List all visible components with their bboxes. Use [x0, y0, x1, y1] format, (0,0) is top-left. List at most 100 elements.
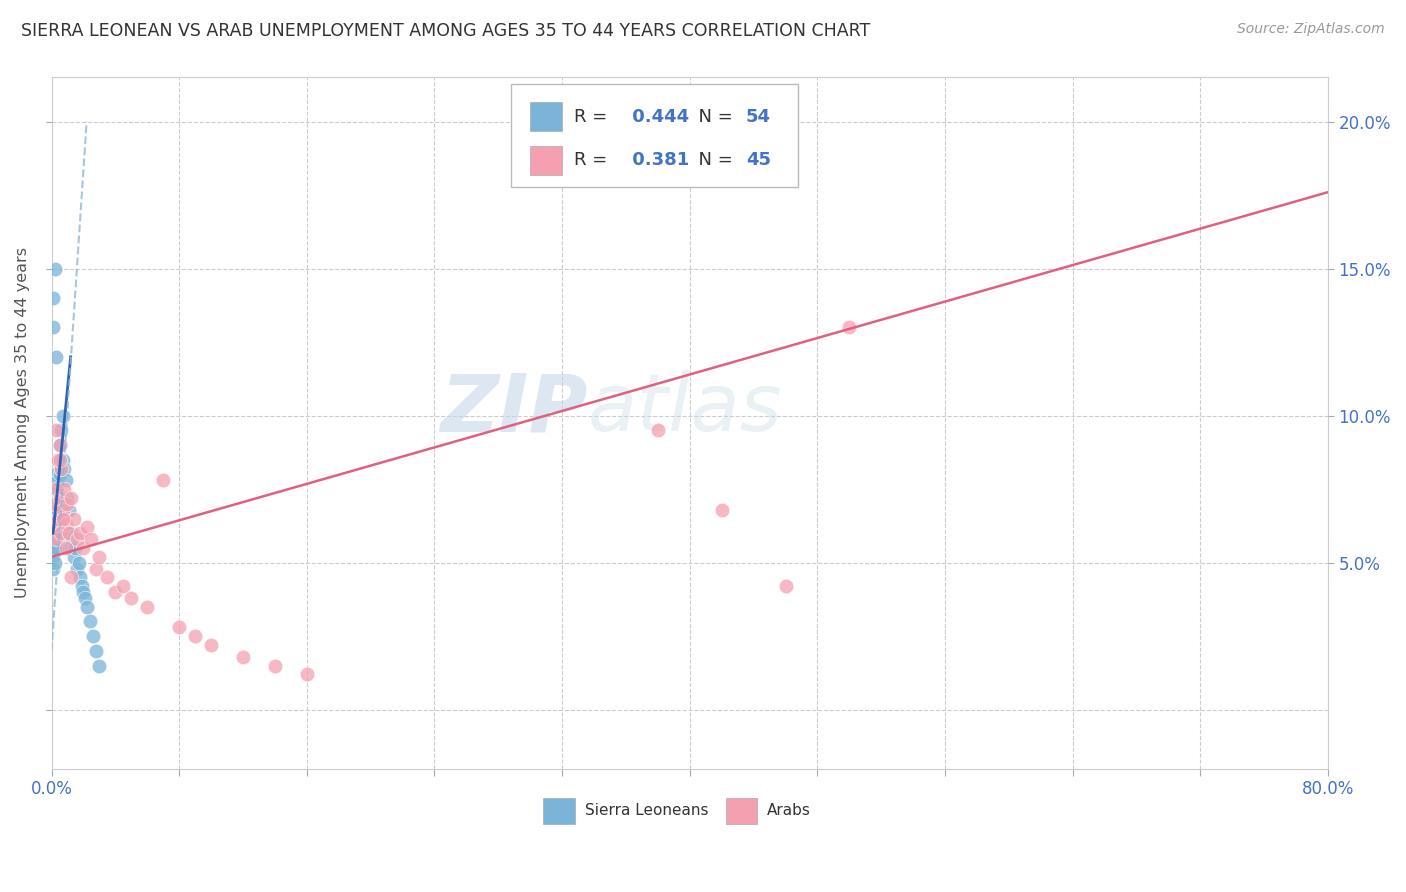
- Text: R =: R =: [574, 152, 613, 169]
- Point: [42, 320, 65, 334]
- Point: [44, 511, 66, 525]
- Point: [55, 517, 77, 532]
- Point: [46, 473, 69, 487]
- Point: [84, 561, 107, 575]
- Point: [45, 423, 67, 437]
- FancyBboxPatch shape: [530, 103, 562, 131]
- Point: [52, 511, 75, 525]
- Point: [53, 497, 76, 511]
- Y-axis label: Unemployment Among Ages 35 to 44 years: Unemployment Among Ages 35 to 44 years: [15, 247, 30, 599]
- Point: [59, 526, 82, 541]
- Point: [96, 570, 118, 584]
- Point: [56, 526, 79, 541]
- Point: [48, 491, 70, 505]
- Point: [838, 320, 860, 334]
- Point: [58, 541, 80, 555]
- Text: 0.381: 0.381: [626, 152, 689, 169]
- Point: [69, 526, 91, 541]
- Point: [152, 473, 174, 487]
- Point: [104, 585, 127, 599]
- Point: [59, 570, 82, 584]
- Point: [44, 541, 66, 555]
- Text: N =: N =: [688, 152, 738, 169]
- Point: [49, 526, 72, 541]
- Text: R =: R =: [574, 108, 613, 126]
- Point: [59, 491, 82, 505]
- Point: [647, 423, 669, 437]
- Point: [63, 549, 86, 564]
- Point: [55, 473, 77, 487]
- Point: [69, 570, 91, 584]
- Text: SIERRA LEONEAN VS ARAB UNEMPLOYMENT AMONG AGES 35 TO 44 YEARS CORRELATION CHART: SIERRA LEONEAN VS ARAB UNEMPLOYMENT AMON…: [21, 22, 870, 40]
- Point: [48, 452, 70, 467]
- Text: ZIP: ZIP: [440, 370, 588, 448]
- Point: [45, 482, 67, 496]
- FancyBboxPatch shape: [543, 797, 575, 824]
- Point: [45, 467, 67, 482]
- Point: [295, 667, 318, 681]
- Point: [42, 291, 65, 305]
- Text: atlas: atlas: [588, 370, 782, 448]
- Point: [66, 532, 89, 546]
- Point: [58, 526, 80, 541]
- Point: [46, 452, 69, 467]
- Point: [264, 658, 287, 673]
- Point: [89, 658, 111, 673]
- Text: N =: N =: [688, 108, 738, 126]
- Point: [52, 502, 75, 516]
- FancyBboxPatch shape: [530, 146, 562, 175]
- Point: [45, 502, 67, 516]
- Point: [67, 556, 90, 570]
- Point: [48, 438, 70, 452]
- Point: [79, 615, 101, 629]
- Point: [49, 423, 72, 437]
- Point: [72, 585, 94, 599]
- Point: [65, 541, 87, 555]
- FancyBboxPatch shape: [725, 797, 758, 824]
- Text: Sierra Leoneans: Sierra Leoneans: [585, 803, 709, 818]
- Point: [46, 511, 69, 525]
- Text: Arabs: Arabs: [766, 803, 810, 818]
- Point: [167, 620, 190, 634]
- Point: [48, 438, 70, 452]
- Point: [72, 541, 94, 555]
- Point: [55, 517, 77, 532]
- Point: [76, 599, 98, 614]
- Point: [42, 541, 65, 555]
- Point: [49, 461, 72, 475]
- Point: [84, 644, 107, 658]
- Point: [232, 649, 254, 664]
- Point: [56, 491, 79, 505]
- Text: Source: ZipAtlas.com: Source: ZipAtlas.com: [1237, 22, 1385, 37]
- Point: [46, 532, 69, 546]
- Point: [52, 511, 75, 525]
- Point: [52, 409, 75, 423]
- Point: [200, 638, 222, 652]
- FancyBboxPatch shape: [512, 85, 799, 186]
- Text: 45: 45: [747, 152, 770, 169]
- Point: [42, 549, 65, 564]
- Point: [136, 599, 159, 614]
- Point: [52, 452, 75, 467]
- Point: [63, 511, 86, 525]
- Point: [70, 579, 93, 593]
- Point: [49, 461, 72, 475]
- Point: [42, 520, 65, 534]
- Point: [710, 502, 733, 516]
- Point: [45, 482, 67, 496]
- Point: [184, 629, 207, 643]
- Point: [120, 591, 142, 605]
- Point: [44, 497, 66, 511]
- Point: [45, 350, 67, 364]
- Point: [48, 526, 70, 541]
- Point: [56, 497, 79, 511]
- Point: [58, 502, 80, 516]
- Point: [49, 502, 72, 516]
- Text: 0.444: 0.444: [626, 108, 689, 126]
- Point: [48, 497, 70, 511]
- Point: [45, 541, 67, 555]
- Point: [55, 541, 77, 555]
- Point: [775, 579, 797, 593]
- Point: [60, 532, 83, 546]
- Point: [46, 511, 69, 525]
